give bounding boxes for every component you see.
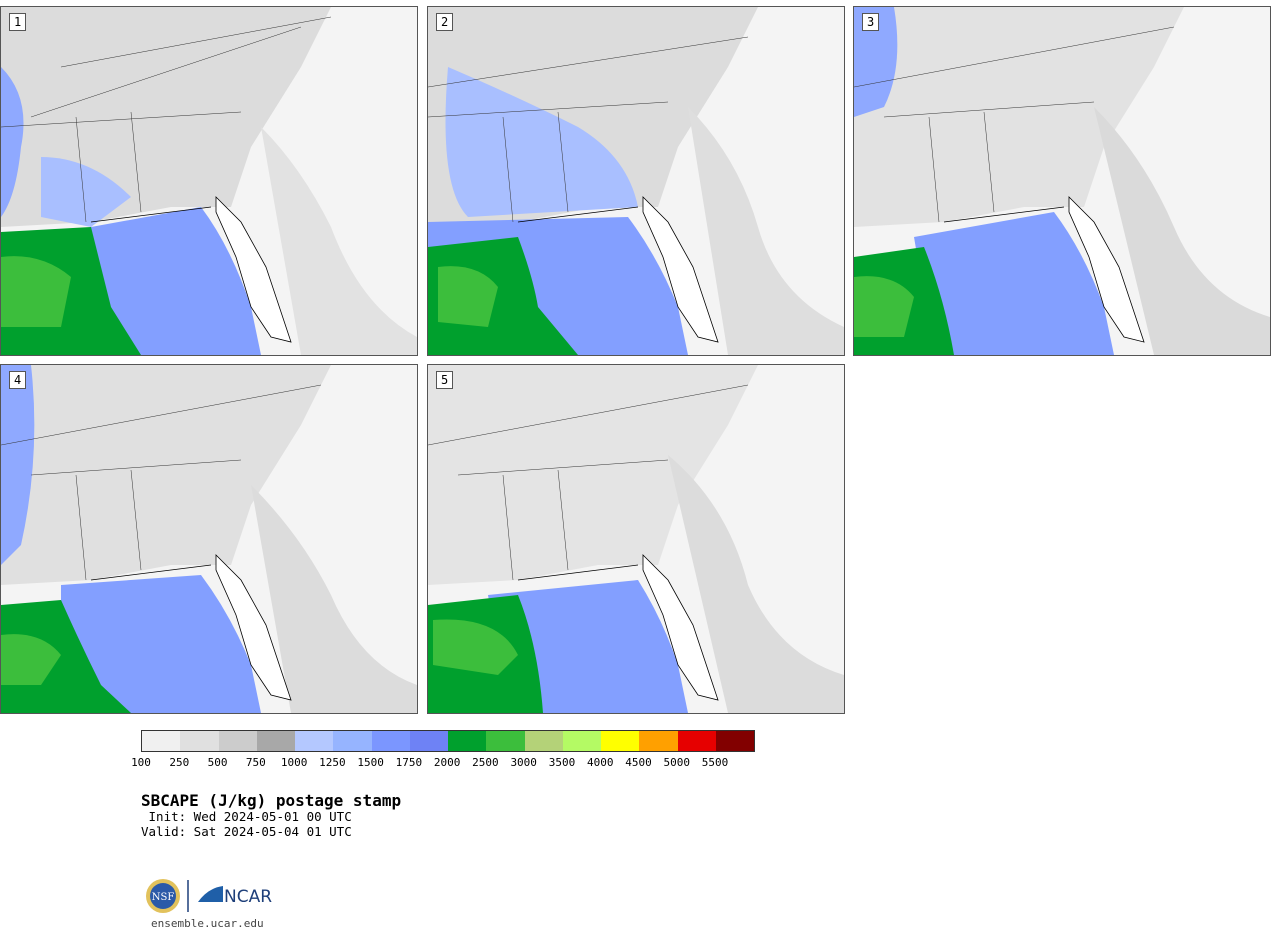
panel-number-5: 5 (436, 371, 454, 389)
colorbar-tick-label: 2500 (472, 756, 499, 769)
colorbar-swatch-10 (524, 731, 563, 751)
panel-number-3: 3 (862, 13, 880, 31)
colorbar-swatch-5 (333, 731, 372, 751)
colorbar-tick-label: 1250 (319, 756, 346, 769)
colorbar-swatch-0 (142, 731, 181, 751)
colorbar-tick-label: 4500 (625, 756, 652, 769)
sbcape-map-3 (854, 7, 1270, 355)
colorbar-swatch-11 (562, 731, 602, 751)
colorbar-swatch-4 (295, 731, 334, 751)
map-panel-2[interactable]: 2 (427, 6, 845, 356)
sbcape-map-2 (428, 7, 844, 355)
colorbar-swatch-6 (371, 731, 410, 751)
logo-area: NSF NCAR (145, 876, 275, 916)
colorbar-tick-label: 1500 (357, 756, 384, 769)
colorbar-swatch-14 (677, 731, 716, 751)
map-panel-5[interactable]: 5 (427, 364, 845, 714)
colorbar-swatch-7 (409, 731, 449, 751)
panel-number-4: 4 (9, 371, 27, 389)
colorbar-tick-label: 5000 (663, 756, 691, 769)
nsf-logo-icon: NSF (146, 879, 180, 913)
init-time: Init: Wed 2024-05-01 00 UTC (141, 809, 352, 824)
colorbar-tick-label: 1750 (395, 756, 423, 769)
chart-title: SBCAPE (J/kg) postage stamp (141, 791, 402, 810)
panel-number-2: 2 (436, 13, 454, 31)
colorbar-swatch-3 (256, 731, 296, 751)
colorbar-ticks: 100 250 500 750 1000 1250 1500 1750 2000 2500 3000… (131, 756, 761, 770)
colorbar (141, 730, 756, 752)
colorbar-tick-label: 4000 (586, 756, 614, 769)
sbcape-map-5 (428, 365, 844, 713)
colorbar-swatch-13 (639, 731, 678, 751)
colorbar-tick-label: 5500 (701, 756, 729, 769)
ncar-logo-text: NCAR (224, 887, 272, 907)
colorbar-tick-label: 3500 (548, 756, 576, 769)
panel-number-1: 1 (9, 13, 27, 31)
colorbar-tick-label: 500 (207, 756, 228, 769)
website-url: ensemble.ucar.edu (151, 917, 264, 930)
map-panel-4[interactable]: 4 (0, 364, 418, 714)
colorbar-tick-label: 250 (169, 756, 190, 769)
sbcape-map-1 (1, 7, 417, 355)
colorbar-tick-label: 750 (245, 756, 266, 769)
colorbar-swatch-1 (180, 731, 219, 751)
colorbar-swatch-8 (448, 731, 487, 751)
colorbar-swatch-12 (601, 731, 640, 751)
ncar-logo-icon: NCAR (198, 886, 272, 907)
colorbar-tick-label: 1000 (280, 756, 308, 769)
colorbar-swatch-15 (715, 731, 755, 751)
colorbar-swatch-2 (218, 731, 257, 751)
colorbar-tick-label: 100 (131, 756, 151, 769)
map-panel-1[interactable]: 1 (0, 6, 418, 356)
nsf-logo-text: NSF (152, 892, 175, 903)
valid-time: Valid: Sat 2024-05-04 01 UTC (141, 824, 352, 839)
colorbar-swatch-9 (486, 731, 525, 751)
colorbar-tick-label: 3000 (510, 756, 537, 769)
map-panel-3[interactable]: 3 (853, 6, 1271, 356)
colorbar-tick-label: 2000 (433, 756, 461, 769)
sbcape-map-4 (1, 365, 417, 713)
